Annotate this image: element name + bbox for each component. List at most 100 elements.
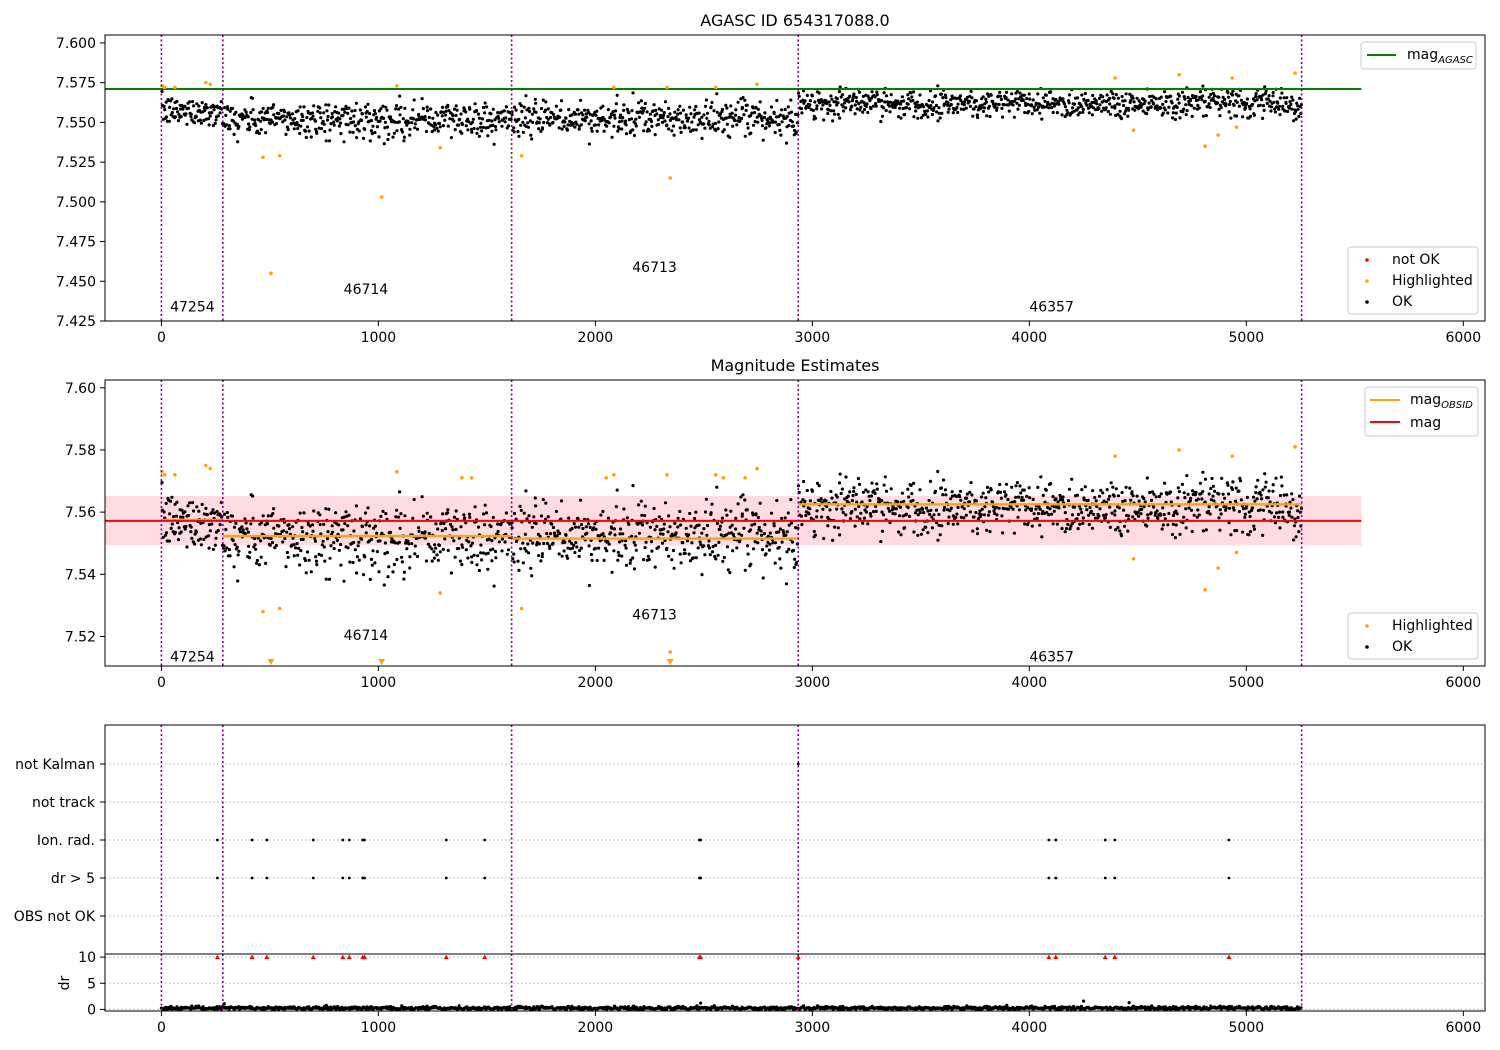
ok-point — [955, 512, 959, 516]
ok-point — [348, 130, 352, 134]
ok-point — [415, 127, 420, 131]
ok-point — [1264, 89, 1268, 93]
ok-point — [237, 124, 241, 129]
highlighted-point — [438, 591, 443, 595]
ok-point — [382, 142, 386, 146]
ok-point — [865, 102, 869, 106]
ok-point — [841, 105, 845, 109]
ok-point — [1224, 102, 1228, 106]
ok-point — [1095, 102, 1099, 106]
mid-lines-layer — [105, 503, 1362, 540]
ok-point — [772, 521, 776, 526]
ok-point — [470, 555, 474, 559]
ok-point — [1067, 487, 1072, 491]
ok-point — [751, 513, 755, 517]
ok-point — [866, 110, 870, 115]
ok-point — [1030, 112, 1034, 116]
ok-point — [658, 532, 663, 536]
ok-point — [1169, 490, 1173, 494]
ok-point — [1258, 103, 1262, 107]
ok-point — [177, 526, 181, 530]
ok-point — [469, 544, 473, 548]
ok-point — [312, 104, 316, 108]
ok-point — [637, 503, 641, 507]
ok-point — [1227, 102, 1232, 107]
ok-point — [1018, 91, 1022, 95]
ok-point — [183, 104, 187, 108]
ok-point — [780, 516, 784, 521]
ok-point — [523, 116, 528, 120]
ok-point — [378, 539, 382, 543]
ok-point — [1190, 529, 1194, 534]
ok-point — [363, 127, 367, 131]
ok-point — [400, 560, 404, 564]
ok-point — [999, 496, 1004, 500]
ok-point — [550, 522, 554, 526]
mid-highlighted-points — [160, 445, 1297, 665]
ok-point — [560, 554, 564, 558]
ok-point — [1237, 104, 1241, 108]
ok-point — [1187, 102, 1191, 106]
ok-point — [764, 552, 768, 556]
ok-point — [1016, 515, 1020, 519]
ok-point — [319, 127, 324, 131]
ok-point — [653, 133, 657, 137]
ok-point — [980, 103, 984, 107]
ok-point — [164, 100, 168, 104]
ok-point — [740, 533, 744, 537]
ok-point — [391, 570, 395, 574]
ok-point — [214, 536, 218, 540]
ok-point — [697, 111, 701, 115]
ok-point — [681, 120, 685, 124]
flag-point — [215, 838, 219, 842]
ok-point — [432, 128, 436, 132]
ok-point — [588, 112, 592, 116]
ok-point — [969, 89, 973, 93]
ok-point — [236, 579, 240, 583]
ok-point — [739, 495, 743, 499]
highlighted-point — [277, 606, 282, 611]
ok-point — [545, 541, 550, 546]
ok-point — [480, 558, 484, 562]
ok-point — [802, 479, 806, 484]
ok-point — [247, 122, 251, 126]
ok-point — [534, 521, 538, 526]
ok-point — [348, 560, 352, 564]
ok-point — [913, 511, 918, 515]
ok-point — [813, 533, 818, 537]
ok-point — [471, 117, 475, 121]
ok-point — [470, 541, 474, 545]
ok-point — [322, 545, 326, 549]
ok-point — [639, 521, 643, 525]
ok-point — [683, 551, 687, 555]
ok-point — [1282, 493, 1286, 497]
ok-point — [1015, 481, 1020, 485]
ok-point — [198, 118, 202, 122]
ok-point — [975, 527, 979, 531]
ok-point — [726, 568, 730, 572]
ok-point — [204, 103, 208, 107]
ok-point — [1269, 109, 1273, 113]
ok-point — [1203, 99, 1207, 103]
ok-point — [1142, 496, 1146, 501]
ok-point — [162, 510, 166, 514]
ok-point — [325, 109, 329, 113]
ok-point — [1217, 107, 1221, 111]
flag-label-not-kalman: not Kalman — [15, 757, 95, 773]
ok-point — [1182, 95, 1186, 99]
ok-point — [271, 105, 275, 109]
ok-point — [842, 101, 847, 105]
ok-point — [951, 514, 956, 518]
ok-point — [911, 498, 915, 503]
ok-point — [313, 536, 317, 541]
ok-point — [911, 98, 915, 103]
ok-point — [431, 116, 435, 120]
ok-point — [998, 482, 1002, 487]
ok-point — [1075, 517, 1079, 521]
highlighted-point — [204, 463, 208, 468]
ok-point — [959, 107, 963, 111]
ok-point — [887, 509, 892, 513]
highlighted-point — [1230, 76, 1235, 80]
ok-point — [313, 539, 318, 543]
ok-point — [974, 499, 979, 503]
